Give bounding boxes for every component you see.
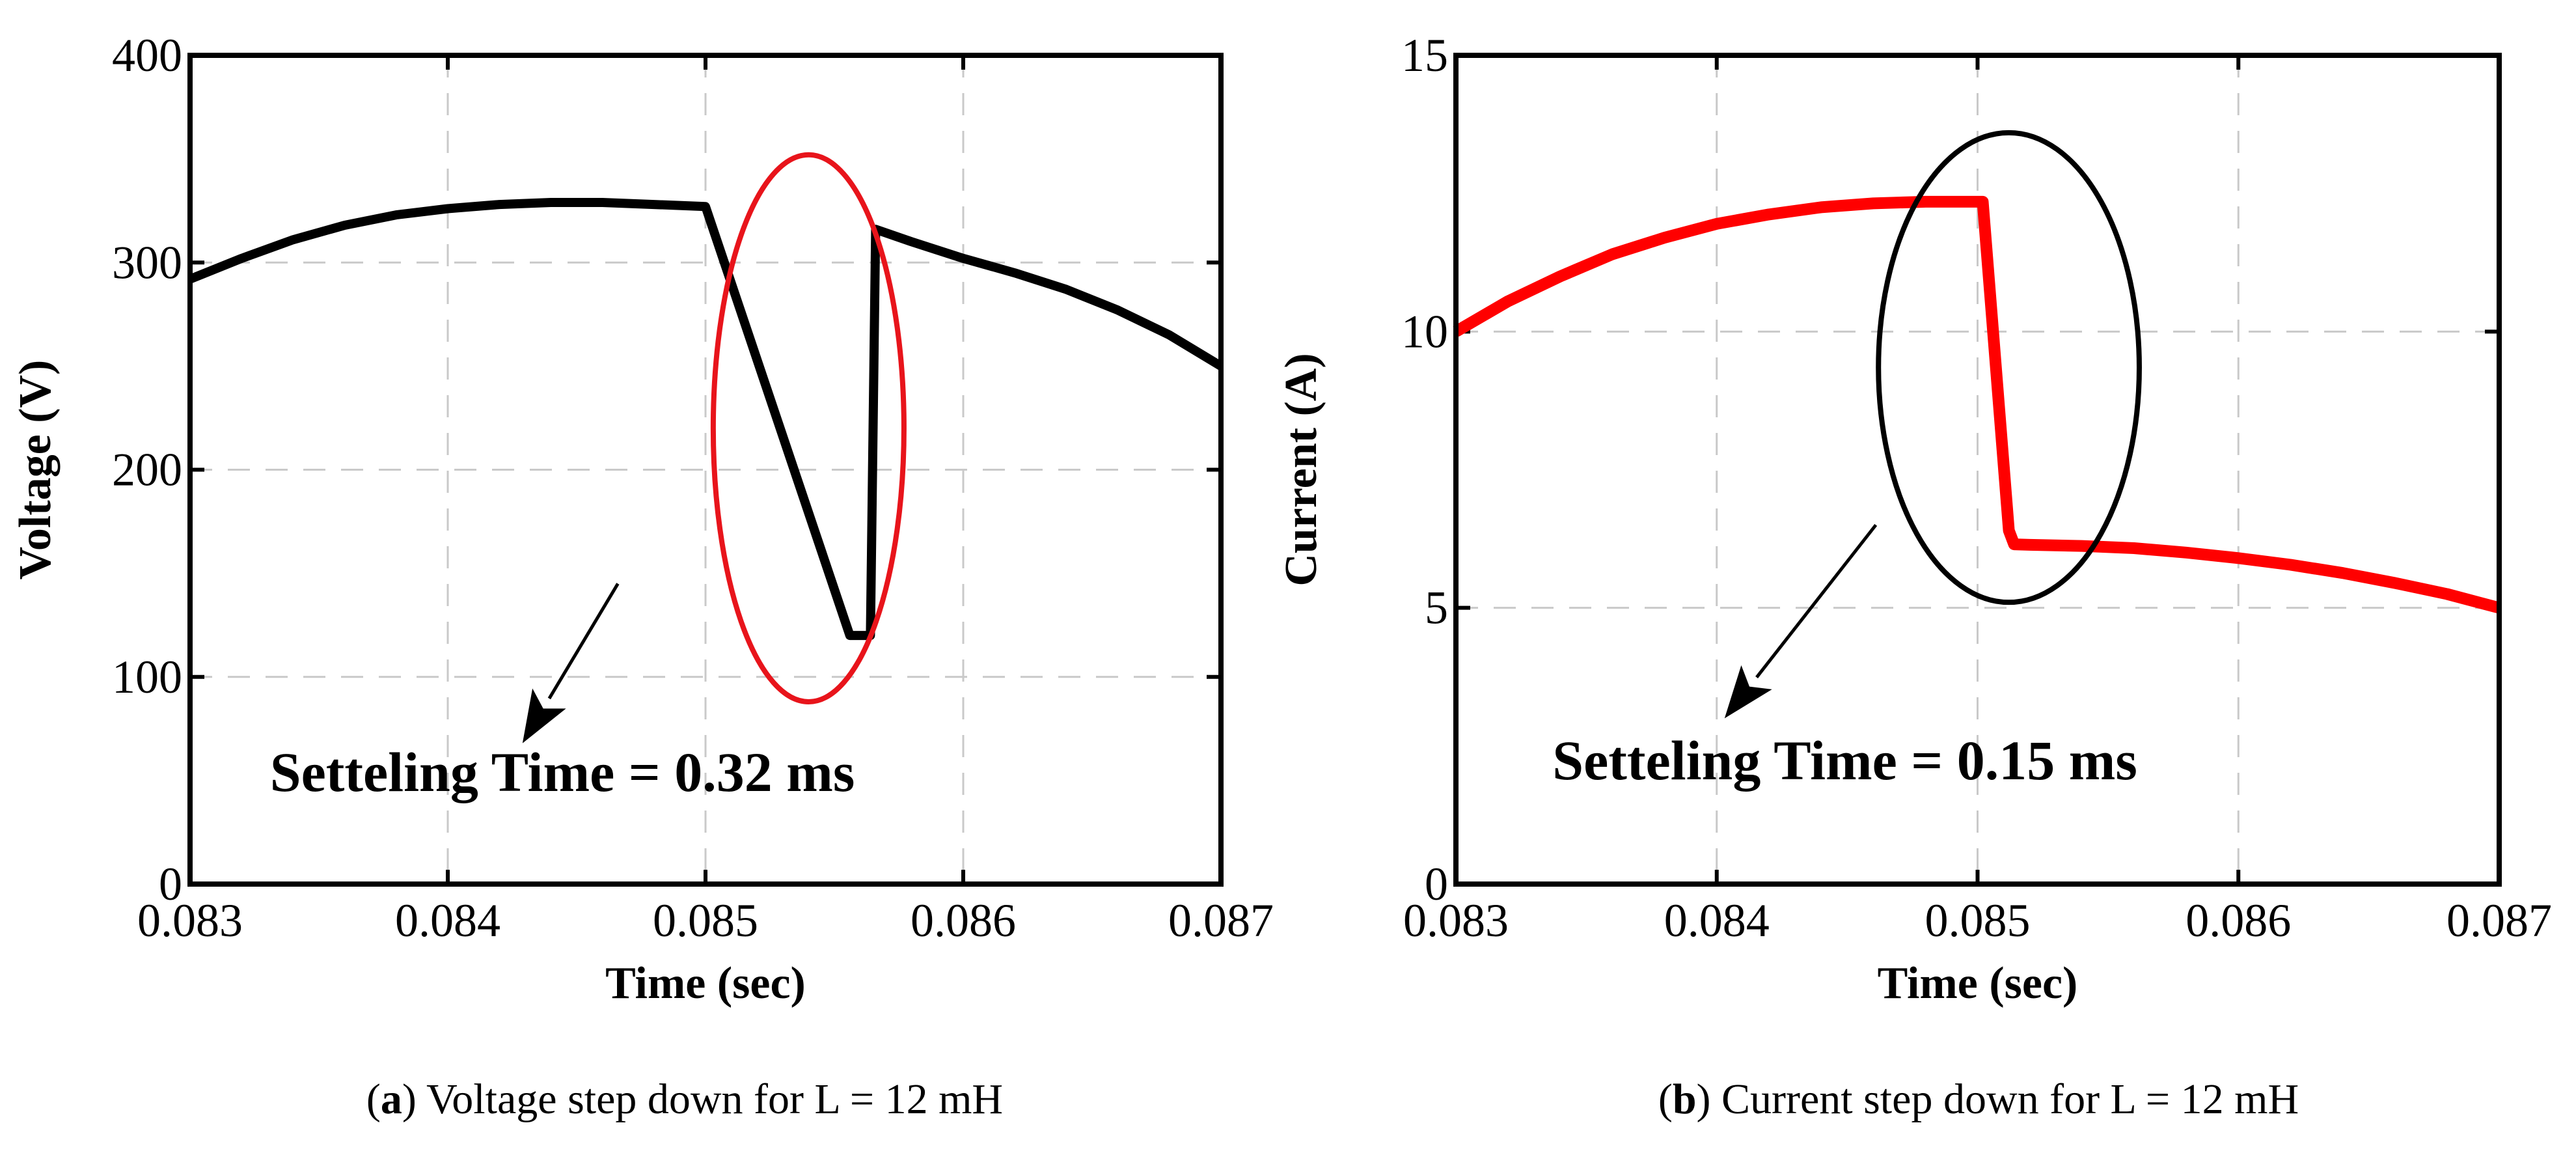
caption-label: a	[381, 1075, 402, 1123]
y-tick-label: 100	[112, 651, 182, 703]
x-tick-label: 0.086	[911, 894, 1016, 947]
x-tick-label: 0.086	[2185, 894, 2291, 947]
y-tick-label: 300	[112, 236, 182, 288]
caption-label: b	[1673, 1075, 1697, 1123]
chart-panel-a: 0.083 0.084 0.085 0.086 0.087 0 100 200 300 400 Ti…	[10, 29, 1274, 1123]
caption-paren-close: )	[1697, 1075, 1721, 1123]
y-tick-label: 200	[112, 444, 182, 496]
y-tick-label: 400	[112, 29, 182, 81]
y-tick-label: 10	[1401, 305, 1448, 357]
caption-paren-open: (	[1658, 1075, 1673, 1123]
y-tick-label: 15	[1401, 29, 1448, 81]
x-tick-label: 0.085	[653, 894, 758, 947]
annotation-arrow-shaft	[1755, 523, 1878, 678]
figure-caption: (b) Current step down for L = 12 mH	[1658, 1075, 2299, 1123]
x-tick-label: 0.083	[137, 894, 243, 947]
annotation-arrow-head	[1724, 665, 1772, 719]
settling-time-annotation: Setteling Time = 0.15 ms	[1552, 729, 2137, 792]
x-axis-label: Time (sec)	[605, 958, 806, 1008]
series-line-current	[1453, 195, 2501, 614]
chart-panel-b: 0.083 0.084 0.085 0.086 0.087 0 5 10 15 Time (sec…	[1276, 29, 2552, 1123]
caption-text: Voltage step down for L = 12 mH	[426, 1075, 1003, 1123]
y-tick-label: 0	[1425, 858, 1448, 910]
settling-time-annotation: Setteling Time = 0.32 ms	[270, 741, 855, 803]
x-tick-label: 0.084	[1664, 894, 1770, 947]
annotation-arrow-shaft	[547, 583, 620, 700]
caption-paren-open: (	[366, 1075, 381, 1123]
plot-frame	[187, 53, 1224, 887]
caption-paren-close: )	[402, 1075, 426, 1123]
x-tick-label: 0.083	[1403, 894, 1509, 947]
x-tick-label: 0.087	[1168, 894, 1274, 947]
x-axis-label: Time (sec)	[1878, 958, 2078, 1008]
y-tick-label: 5	[1425, 582, 1448, 634]
x-tick-label: 0.087	[2446, 894, 2552, 947]
x-tick-label: 0.084	[395, 894, 500, 947]
x-tick-label: 0.085	[1925, 894, 2031, 947]
y-axis-label: Voltage (V)	[10, 360, 61, 580]
highlight-ellipse	[710, 152, 907, 704]
plot-frame	[1453, 53, 2502, 887]
figure-caption: (a) Voltage step down for L = 12 mH	[366, 1075, 1003, 1123]
caption-text: Current step down for L = 12 mH	[1721, 1075, 2299, 1123]
y-axis-label: Current (A)	[1276, 353, 1326, 586]
annotation-arrow-head	[522, 688, 566, 743]
y-tick-label: 0	[159, 858, 182, 910]
series-line-voltage	[188, 198, 1224, 641]
highlight-ellipse	[1876, 130, 2142, 605]
